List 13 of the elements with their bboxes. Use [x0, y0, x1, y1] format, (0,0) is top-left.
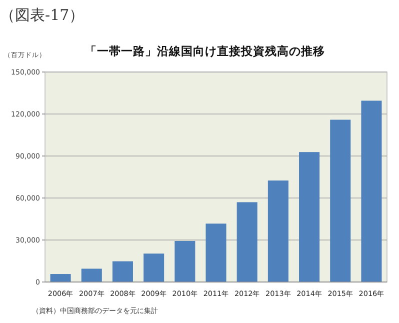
bar: [50, 274, 71, 282]
bar: [81, 268, 102, 282]
text: （図表-17）: [0, 6, 84, 24]
bar: [144, 254, 164, 282]
bar: [268, 180, 288, 282]
bar: [112, 261, 133, 282]
bar: [361, 100, 382, 282]
bar: [299, 152, 320, 282]
bar: [330, 120, 351, 282]
chart-title: 「一帯一路」沿線国向け直接投資残高の推移: [85, 44, 325, 58]
bar: [206, 224, 226, 282]
bar: [236, 202, 258, 282]
bar: [174, 240, 196, 282]
